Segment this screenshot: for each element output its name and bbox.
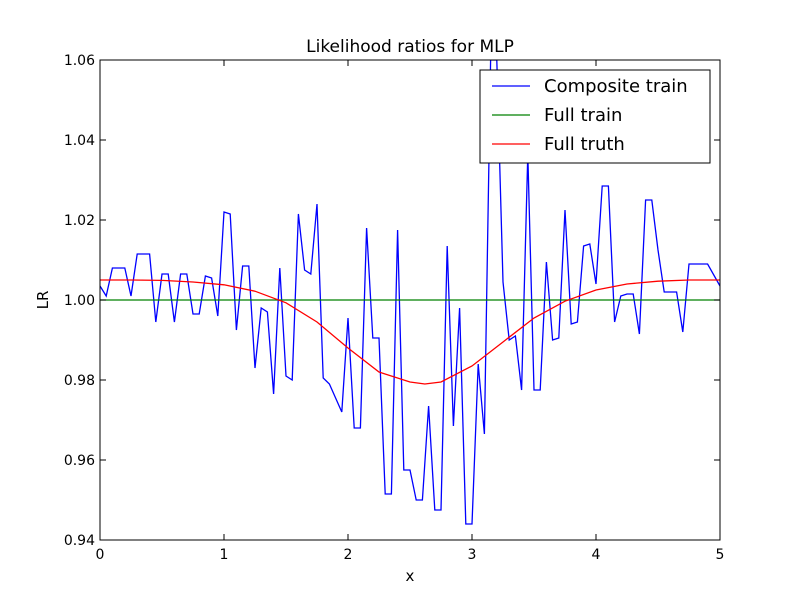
series-layer — [100, 60, 720, 525]
y-axis-label: LR — [34, 291, 52, 310]
x-tick-label: 3 — [468, 547, 477, 563]
chart-title: Likelihood ratios for MLP — [306, 37, 514, 57]
x-tick-label: 1 — [220, 547, 229, 563]
y-tick-label: 0.94 — [64, 533, 95, 549]
y-tick-label: 1.06 — [64, 53, 95, 69]
ticks-layer: 0 1 2 3 4 5 0.94 0.96 0.98 1.00 1.02 1.04 1.06 — [64, 53, 725, 563]
legend: Composite train Full train Full truth — [479, 69, 711, 164]
y-tick-label: 0.98 — [64, 373, 95, 389]
y-tick-label: 1.04 — [64, 133, 95, 149]
y-tick-label: 1.02 — [64, 213, 95, 229]
x-tick-label: 2 — [344, 547, 353, 563]
x-tick-label: 0 — [96, 547, 105, 563]
legend-label-full-train: Full train — [544, 105, 622, 126]
series-line-full-truth — [100, 279, 720, 385]
x-tick-label: 4 — [592, 547, 601, 563]
x-axis-label: x — [406, 567, 415, 585]
legend-label-composite-train: Composite train — [544, 76, 688, 97]
x-tick-label: 5 — [716, 547, 725, 563]
series-line-composite-train — [100, 60, 720, 525]
y-tick-label: 1.00 — [64, 293, 95, 309]
legend-label-full-truth: Full truth — [544, 134, 625, 155]
y-tick-label: 0.96 — [64, 453, 95, 469]
